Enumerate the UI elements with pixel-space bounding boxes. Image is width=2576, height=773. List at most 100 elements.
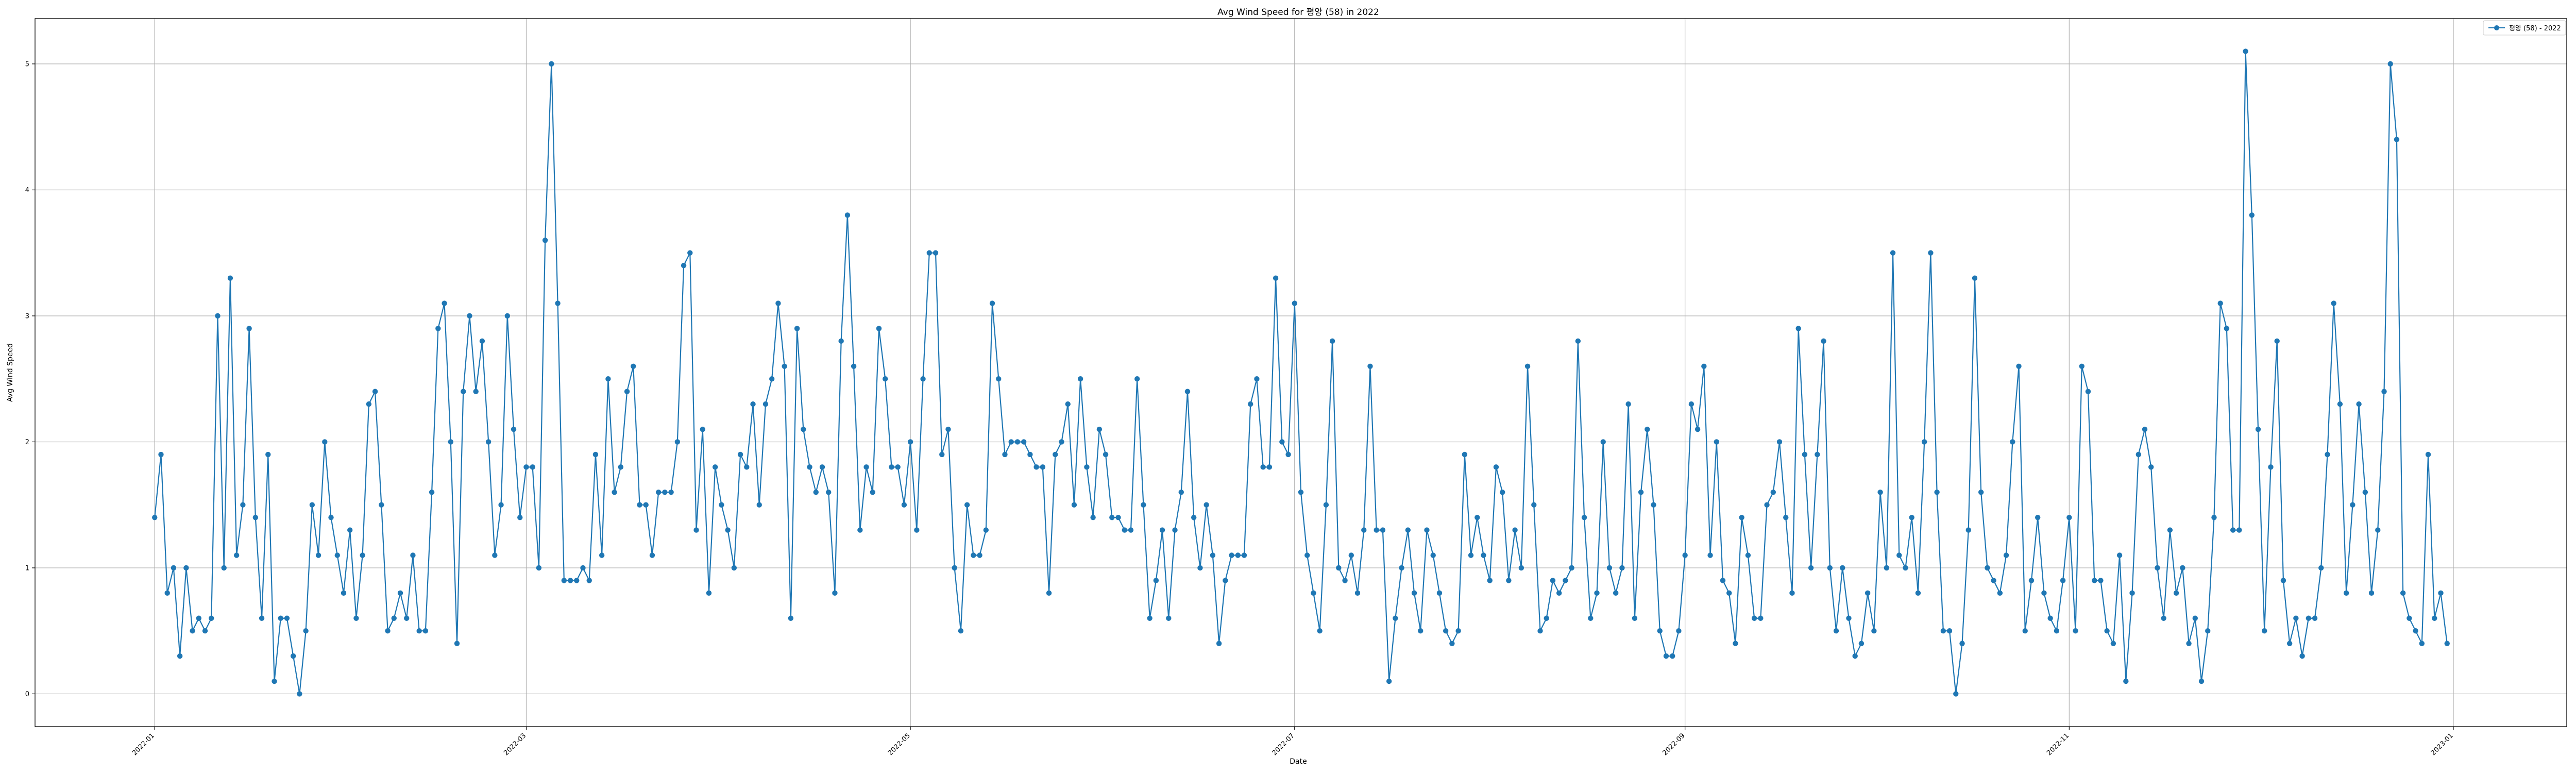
data-point (2444, 641, 2450, 646)
data-point (467, 313, 472, 319)
data-point (328, 514, 334, 520)
data-point (555, 300, 561, 306)
data-point (290, 653, 296, 659)
data-point (844, 212, 851, 218)
data-point (1997, 590, 2003, 596)
data-point (1229, 552, 1234, 558)
data-point (2123, 678, 2129, 684)
data-point (2079, 363, 2084, 369)
data-point (542, 238, 548, 243)
x-axis: 2022-01 2022-03 2022-05 2022-07 2022-09 2022-… (131, 727, 2455, 757)
data-point (1046, 590, 1052, 596)
data-point (574, 578, 580, 583)
data-point (1128, 527, 1134, 533)
data-point (152, 514, 158, 520)
data-point (1600, 439, 1606, 445)
data-point (1739, 514, 1744, 520)
data-point (2092, 578, 2097, 583)
data-point (303, 628, 309, 634)
x-tick: 2022-03 (502, 727, 528, 757)
data-point (2350, 502, 2355, 508)
data-point (901, 502, 907, 508)
data-point (422, 628, 429, 634)
data-point (1323, 502, 1329, 508)
data-point (1386, 678, 1392, 684)
data-point (366, 401, 372, 407)
data-point (221, 565, 227, 571)
data-point (1959, 641, 1965, 646)
data-point (1103, 451, 1109, 458)
data-point (1393, 615, 1398, 621)
data-point (2217, 300, 2223, 306)
x-tick: 2022-01 (131, 727, 156, 757)
data-point (2073, 628, 2078, 634)
data-point (1317, 628, 1323, 634)
data-point (1802, 451, 1808, 458)
data-point (605, 376, 611, 382)
data-point (177, 653, 183, 659)
data-point (372, 389, 378, 394)
data-point (801, 426, 806, 432)
data-point (1418, 628, 1423, 634)
data-point (926, 250, 932, 256)
data-point (2104, 628, 2110, 634)
data-point (1342, 578, 1348, 583)
data-point (1858, 641, 1865, 646)
data-point (561, 578, 567, 583)
data-point (379, 502, 384, 508)
data-point (1569, 565, 1574, 571)
data-point (1235, 552, 1241, 558)
x-tick-label: 2022-01 (131, 732, 156, 757)
data-point (2198, 678, 2205, 684)
data-point (1638, 490, 1644, 495)
data-point (1852, 653, 1858, 659)
data-point (819, 464, 825, 470)
data-point (517, 514, 523, 520)
data-point (1096, 426, 1103, 432)
y-tick-label: 4 (25, 187, 29, 194)
data-point (1688, 401, 1694, 407)
data-point (1524, 363, 1531, 369)
data-point (1475, 514, 1480, 520)
data-point (259, 615, 265, 621)
data-point (649, 552, 655, 558)
data-point (1147, 615, 1153, 621)
plot-area (152, 48, 2450, 697)
data-point (1254, 376, 1260, 382)
data-point (706, 590, 712, 596)
data-point (1260, 464, 1266, 470)
data-point (832, 590, 838, 596)
data-point (2167, 527, 2173, 533)
data-point (1499, 490, 1505, 495)
data-point (655, 490, 662, 495)
data-point (2337, 401, 2343, 407)
data-point (1581, 514, 1587, 520)
x-tick: 2022-07 (1271, 727, 1296, 757)
data-point (1840, 565, 1845, 571)
data-point (485, 439, 492, 445)
data-point (1670, 653, 1675, 659)
data-point (1443, 628, 1449, 634)
data-point (1682, 552, 1688, 558)
data-point (2129, 590, 2135, 596)
data-point (1877, 490, 1883, 495)
data-point (1563, 578, 1568, 583)
data-point (1896, 552, 1902, 558)
data-point (794, 326, 800, 331)
data-point (1266, 464, 1273, 470)
data-point (1751, 615, 1757, 621)
data-point (1972, 275, 1978, 281)
data-point (700, 426, 705, 432)
data-point (1178, 490, 1184, 495)
data-point (1336, 565, 1342, 571)
data-point (2211, 514, 2217, 520)
y-tick: 2 (25, 439, 35, 446)
data-point (2262, 628, 2267, 634)
data-point (2387, 61, 2393, 67)
data-point (1084, 464, 1090, 470)
data-point (637, 502, 642, 508)
data-point (1657, 628, 1663, 634)
data-point (1273, 275, 1279, 281)
data-point (2173, 590, 2179, 596)
